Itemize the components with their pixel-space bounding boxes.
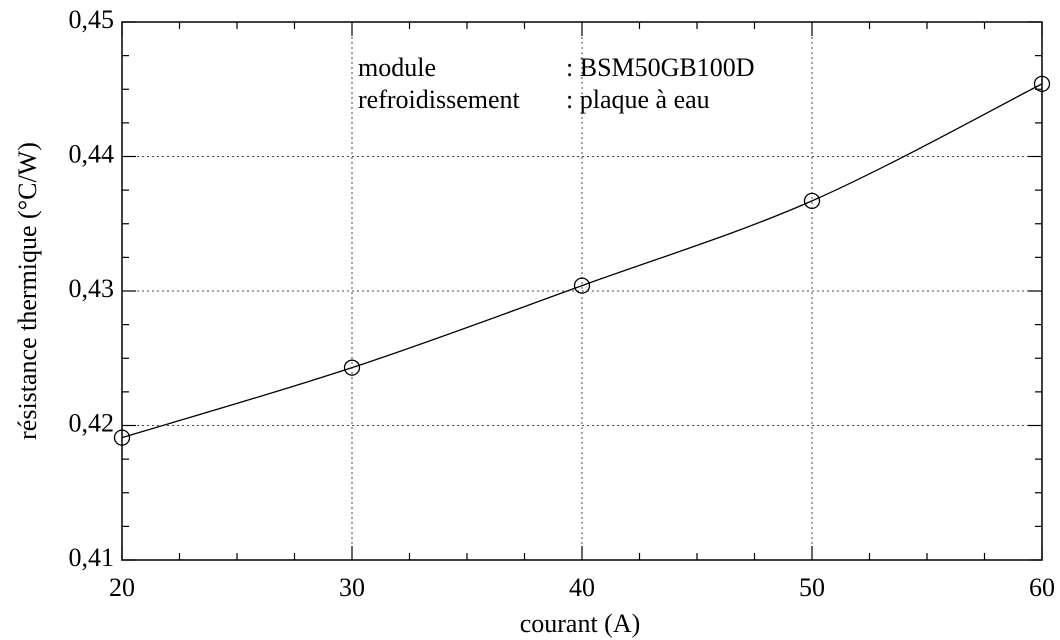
x-tick-label: 30 xyxy=(339,573,365,602)
x-tick-label: 20 xyxy=(109,573,135,602)
line xyxy=(121,83,1043,439)
y-axis-label: résistance thermique (°C/W) xyxy=(13,142,42,440)
y-tick-label: 0,45 xyxy=(69,5,115,34)
annotation-label: refroidissement xyxy=(358,85,521,114)
marker xyxy=(803,192,821,210)
x-tick-label: 50 xyxy=(799,573,825,602)
x-tick-label: 40 xyxy=(569,573,595,602)
annotation-label: module xyxy=(358,53,436,82)
plot-frame xyxy=(121,21,1043,561)
annotation-value: : BSM50GB100D xyxy=(566,53,755,82)
x-axis-label: courant (A) xyxy=(520,609,641,638)
y-tick-label: 0,43 xyxy=(69,274,115,303)
y-tick-label: 0,42 xyxy=(69,408,115,437)
marker xyxy=(343,359,361,376)
marker xyxy=(113,429,131,446)
marker xyxy=(1033,75,1051,93)
y-tick-label: 0,44 xyxy=(69,139,115,168)
y-tick-label: 0,41 xyxy=(69,543,115,572)
marker xyxy=(573,277,591,294)
x-tick-label: 60 xyxy=(1029,573,1055,602)
annotation-value: : plaque à eau xyxy=(566,85,710,114)
